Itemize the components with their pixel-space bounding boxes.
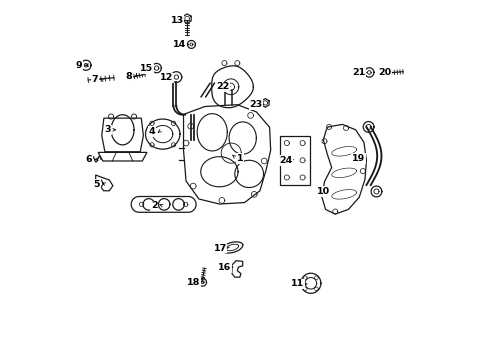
- Text: 24: 24: [279, 156, 292, 165]
- Text: 9: 9: [75, 61, 82, 70]
- Text: 1: 1: [236, 154, 243, 163]
- Text: 19: 19: [351, 154, 365, 163]
- Text: 20: 20: [378, 68, 391, 77]
- Text: 6: 6: [85, 155, 92, 164]
- Text: 14: 14: [172, 40, 185, 49]
- Text: 13: 13: [170, 16, 183, 25]
- Text: 23: 23: [249, 100, 262, 109]
- Text: 3: 3: [104, 125, 111, 134]
- Text: 15: 15: [140, 64, 153, 73]
- Text: 5: 5: [93, 180, 100, 189]
- Text: 18: 18: [186, 278, 200, 287]
- Text: 11: 11: [290, 279, 304, 288]
- Text: 17: 17: [213, 244, 226, 253]
- Text: 10: 10: [316, 187, 329, 196]
- Text: 21: 21: [351, 68, 365, 77]
- Text: 7: 7: [91, 75, 98, 84]
- Text: 2: 2: [150, 201, 157, 210]
- Text: 8: 8: [125, 72, 132, 81]
- Text: 12: 12: [160, 73, 173, 82]
- Text: 16: 16: [218, 264, 231, 273]
- Text: 22: 22: [216, 82, 229, 91]
- Text: 4: 4: [148, 127, 155, 136]
